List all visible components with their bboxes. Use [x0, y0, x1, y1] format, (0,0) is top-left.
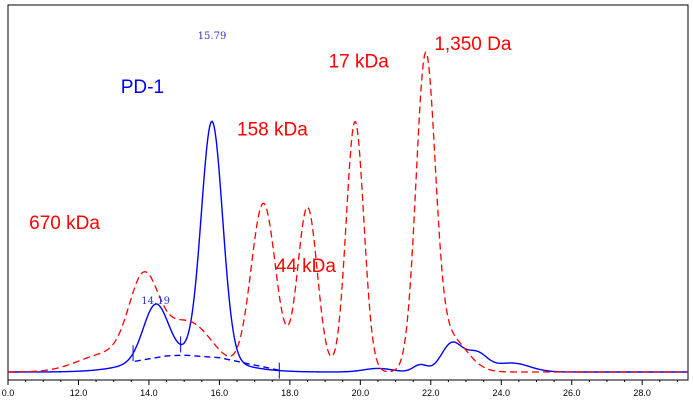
annotation-3: 44 kDa — [276, 256, 337, 277]
x-tick-label: 28.0 — [633, 388, 651, 398]
annotation-1: 670 kDa — [29, 213, 100, 234]
x-tick-label: 20.0 — [352, 388, 370, 398]
peak-label-0: 15.79 — [198, 31, 227, 42]
x-tick-label: 14.0 — [140, 388, 158, 398]
x-tick-label: 24.0 — [492, 388, 510, 398]
annotation-4: 17 kDa — [329, 52, 390, 73]
annotation-5: 1,350 Da — [434, 34, 512, 55]
peak-label-1: 14.19 — [141, 296, 170, 307]
x-axis-ticks: 0.0 12.0 14.0 16.0 18.0 20.0 22.0 24.0 26.0 28.0 — [2, 380, 678, 398]
annotation-2: 158 kDa — [237, 120, 308, 141]
x-tick-label: 12.0 — [70, 388, 88, 398]
x-tick-label: 22.0 — [422, 388, 440, 398]
x-tick-label: 16.0 — [211, 388, 229, 398]
x-tick-label: 0.0 — [2, 388, 15, 398]
x-tick-label: 26.0 — [563, 388, 581, 398]
annotation-0: PD-1 — [121, 77, 164, 98]
x-tick-label: 18.0 — [281, 388, 299, 398]
